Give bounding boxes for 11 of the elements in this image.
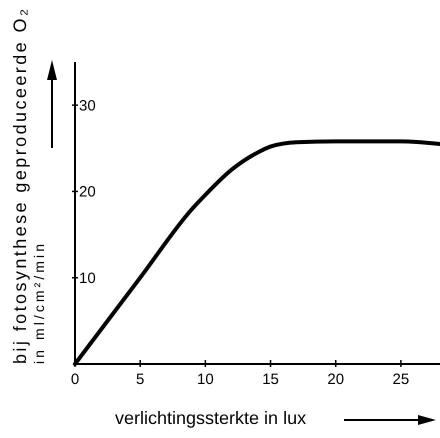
x-tick-label: 15 bbox=[262, 371, 279, 388]
y-tick-label: 30 bbox=[79, 97, 96, 114]
x-tick-label: 25 bbox=[392, 371, 410, 388]
y-tick-label: 10 bbox=[79, 270, 96, 287]
x-tick-label: 5 bbox=[136, 371, 144, 388]
y-tick-label: 20 bbox=[79, 184, 96, 201]
x-tick-label: 10 bbox=[197, 371, 214, 388]
x-tick-label: 0 bbox=[70, 371, 80, 388]
x-tick-label: 20 bbox=[327, 371, 344, 388]
y-axis-title: bij fotosynthese geproduceerde O₂ in ml/cm²/min bbox=[10, 9, 47, 364]
x-axis-title: verlichtingssterkte in lux bbox=[115, 408, 306, 428]
